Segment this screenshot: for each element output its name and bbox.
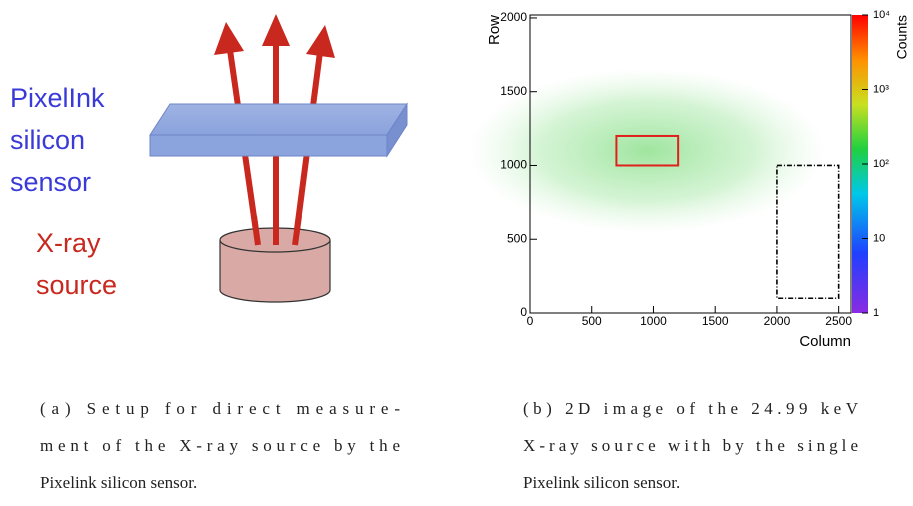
caption-line: ment of the X-ray source by the [40, 436, 400, 455]
colorbar-tick-label: 10⁴ [873, 9, 890, 21]
y-tick-label: 0 [520, 305, 527, 319]
source-label: X-ray [36, 228, 101, 258]
sensor-slab [150, 104, 407, 156]
colorbar-tick-label: 1 [873, 307, 879, 319]
x-tick-label: 0 [527, 314, 534, 328]
x-axis-label: Column [799, 333, 851, 350]
colorbar-label: Counts [894, 15, 910, 59]
x-tick-label: 2000 [764, 314, 791, 328]
x-tick-label: 1500 [702, 314, 729, 328]
y-tick-label: 500 [507, 231, 527, 245]
colorbar-tick-label: 10² [873, 158, 889, 170]
sensor-label: sensor [10, 167, 91, 197]
caption-line: (b) 2D image of the 24.99 keV [523, 399, 859, 418]
x-tick-label: 1000 [640, 314, 667, 328]
caption-line: X-ray source with by the single [523, 436, 858, 455]
sensor-label: PixelInk [10, 83, 105, 113]
y-axis-label: Row [486, 15, 503, 45]
caption-line: (a) Setup for direct measure- [40, 399, 400, 418]
x-tick-label: 2500 [825, 314, 852, 328]
y-tick-label: 2000 [500, 10, 527, 24]
colorbar-tick-label: 10 [873, 232, 885, 244]
y-tick-label: 1000 [500, 158, 527, 172]
caption-line: Pixelink silicon sensor. [40, 473, 197, 492]
diagram [150, 14, 407, 302]
figure: PixelInksiliconsensorX-raysource 0500100… [0, 0, 913, 506]
y-tick-label: 1500 [500, 84, 527, 98]
caption-line: Pixelink silicon sensor. [523, 473, 680, 492]
source-label: source [36, 270, 117, 300]
x-tick-label: 500 [582, 314, 602, 328]
sensor-label: silicon [10, 125, 85, 155]
colorbar-tick-label: 10³ [873, 83, 889, 95]
